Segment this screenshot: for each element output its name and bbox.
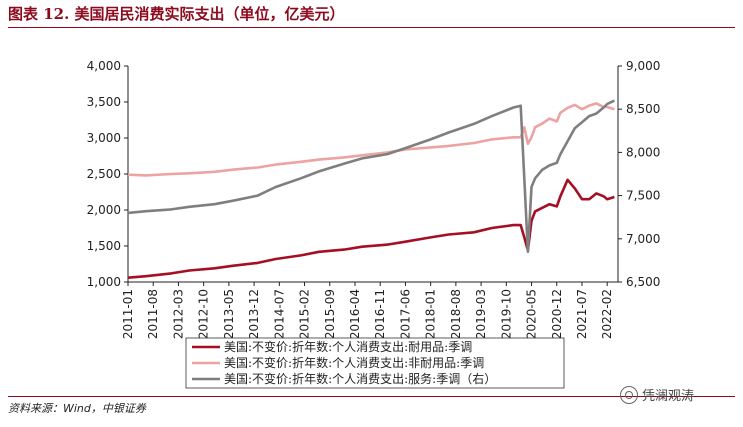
legend-box bbox=[185, 337, 565, 389]
left-tick-label: 1,000 bbox=[87, 275, 121, 289]
x-tick-label: 2017-06 bbox=[398, 289, 412, 339]
x-tick-label: 2012-03 bbox=[171, 289, 185, 339]
series-lines bbox=[127, 99, 615, 279]
x-tick-label: 2018-01 bbox=[424, 289, 438, 339]
right-y-axis: 6,500 7,000 7,500 8,000 8,500 9,000 bbox=[618, 59, 660, 289]
left-y-axis: 1,000 1,500 2,000 2,500 3,000 3,500 4,000 bbox=[87, 59, 128, 289]
x-tick-label: 2016-11 bbox=[373, 289, 387, 339]
left-tick-label: 3,000 bbox=[87, 131, 121, 145]
x-tick-label: 2011-01 bbox=[121, 289, 135, 339]
right-tick-label: 8,000 bbox=[626, 145, 660, 159]
watermark-text: 凭澜观涛 bbox=[642, 389, 695, 404]
legend-label: 美国:不变价:折年数:个人消费支出:服务:季调（右） bbox=[224, 371, 496, 386]
x-tick-label: 2019-10 bbox=[499, 289, 513, 339]
plot-frame bbox=[127, 66, 619, 283]
left-tick-label: 2,500 bbox=[87, 167, 121, 181]
series-line-3 bbox=[127, 99, 615, 254]
x-axis: 2011-01 2011-08 2012-03 2012-10 2013-05 2013-… bbox=[121, 282, 614, 339]
right-tick-label: 8,500 bbox=[626, 102, 660, 116]
x-tick-label: 2013-05 bbox=[222, 289, 236, 339]
x-tick-label: 2018-08 bbox=[449, 289, 463, 339]
x-tick-label: 2014-07 bbox=[272, 289, 286, 339]
x-tick-label: 2016-04 bbox=[348, 289, 362, 339]
right-tick-label: 7,000 bbox=[626, 232, 660, 246]
series-line-2 bbox=[127, 102, 615, 177]
x-tick-label: 2019-03 bbox=[474, 289, 488, 339]
legend-label: 美国:不变价:折年数:个人消费支出:耐用品:季调 bbox=[224, 339, 472, 354]
x-tick-label: 2020-12 bbox=[550, 289, 564, 339]
title-rule bbox=[8, 27, 735, 28]
watermark-logo-icon bbox=[620, 385, 638, 404]
x-tick-label: 2011-08 bbox=[146, 289, 160, 339]
left-tick-label: 3,500 bbox=[87, 95, 121, 109]
x-tick-label: 2013-12 bbox=[247, 289, 261, 339]
footer-rule bbox=[8, 396, 735, 397]
source-note: 资料来源：Wind，中银证券 bbox=[8, 402, 146, 415]
x-tick-label: 2022-02 bbox=[600, 289, 614, 339]
x-tick-label: 2021-07 bbox=[575, 289, 589, 339]
series-line-1 bbox=[127, 178, 615, 279]
chart-title: 图表 12. 美国居民消费实际支出（单位，亿美元） bbox=[8, 5, 345, 23]
x-tick-label: 2015-09 bbox=[323, 289, 337, 339]
right-tick-label: 7,500 bbox=[626, 189, 660, 203]
x-tick-label: 2015-02 bbox=[298, 289, 312, 339]
right-tick-label: 9,000 bbox=[626, 59, 660, 73]
legend-label: 美国:不变价:折年数:个人消费支出:非耐用品:季调 bbox=[224, 355, 484, 370]
legend: 美国:不变价:折年数:个人消费支出:耐用品:季调美国:不变价:折年数:个人消费支… bbox=[185, 337, 565, 389]
x-tick-label: 2012-10 bbox=[197, 289, 211, 339]
left-tick-label: 2,000 bbox=[87, 203, 121, 217]
right-tick-label: 6,500 bbox=[626, 275, 660, 289]
left-tick-label: 1,500 bbox=[87, 239, 121, 253]
x-tick-label: 2020-05 bbox=[525, 289, 539, 339]
left-tick-label: 4,000 bbox=[87, 59, 121, 73]
watermark: 凭澜观涛 bbox=[620, 385, 694, 404]
